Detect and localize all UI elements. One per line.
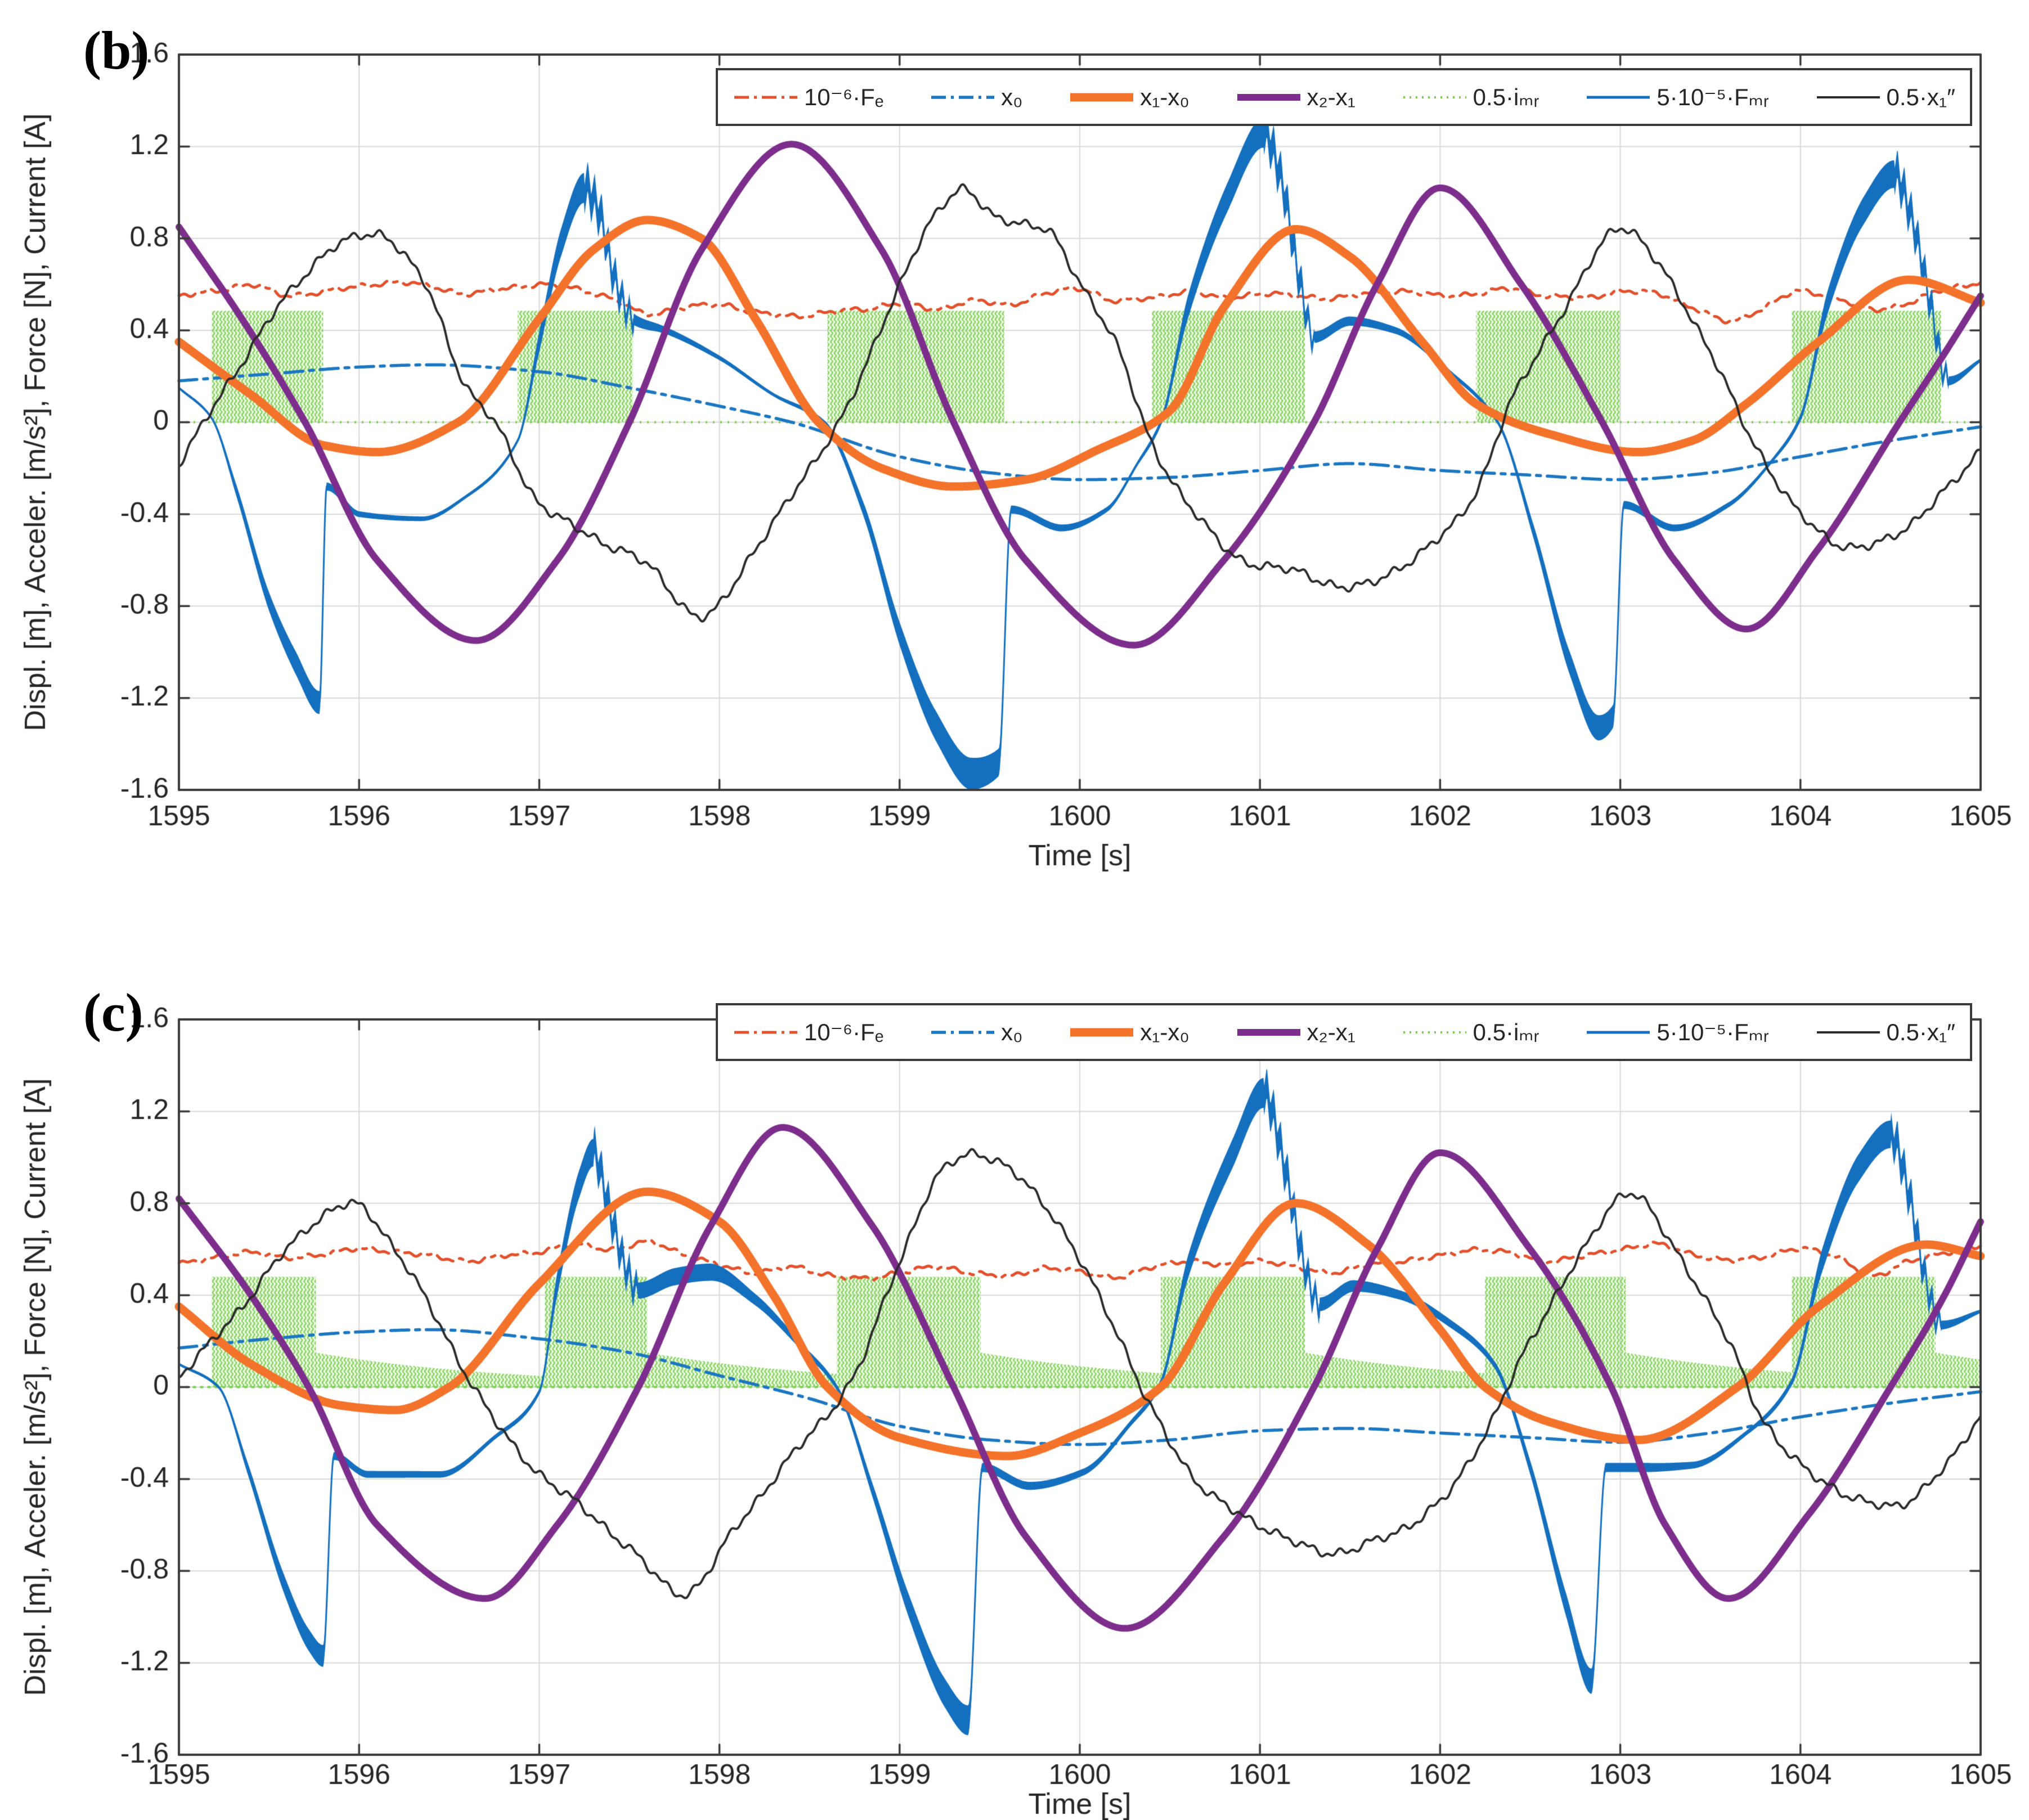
legend-line-sample (931, 1030, 995, 1034)
panel-label-c: (c) (83, 982, 143, 1042)
legend-item: x₀ (930, 83, 1023, 111)
legend-item: 0.5·iₘᵣ (1402, 83, 1539, 111)
legend-line-sample (734, 96, 797, 98)
legend-item-label: 0.5·x₁″ (1886, 83, 1955, 110)
legend-item-label: 10⁻⁶·Fₑ (804, 1019, 884, 1045)
legend-item: 5·10⁻⁵·Fₘᵣ (1585, 83, 1769, 111)
legend-line-sample (1587, 1031, 1650, 1033)
legend-b: 10⁻⁶·Fₑ x₀ x₁-x₀ x₂-x₁ 0.5·iₘᵣ 5·10⁻⁵·Fₘᵣ 0.5·… (716, 68, 1972, 126)
legend-item: x₁-x₀ (1069, 1019, 1189, 1046)
legend-line-sample (931, 95, 995, 99)
legend-line-sample (1070, 93, 1134, 101)
legend-item: 5·10⁻⁵·Fₘᵣ (1585, 1018, 1769, 1046)
legend-item: 10⁻⁶·Fₑ (733, 1018, 883, 1046)
legend-item: 10⁻⁶·Fₑ (733, 83, 883, 111)
legend-item: x₂-x₁ (1236, 1019, 1355, 1046)
legend-item: x₂-x₁ (1236, 84, 1355, 111)
legend-item-label: 5·10⁻⁵·Fₘᵣ (1657, 84, 1769, 110)
legend-item-label: 0.5·x₁″ (1886, 1018, 1955, 1045)
legend-line-sample (1587, 96, 1650, 98)
legend-line-sample (1403, 1031, 1466, 1033)
legend-line-sample (1816, 96, 1880, 98)
legend-item: x₁-x₀ (1069, 84, 1189, 111)
legend-item: 0.5·x₁″ (1815, 1019, 1955, 1046)
legend-item-label: x₀ (1001, 83, 1023, 110)
legend-item: x₀ (930, 1018, 1023, 1046)
legend-item-label: 0.5·iₘᵣ (1473, 1019, 1539, 1045)
legend-item-label: 10⁻⁶·Fₑ (804, 84, 884, 110)
legend-item: 0.5·iₘᵣ (1402, 1018, 1539, 1046)
legend-item-label: x₁-x₀ (1140, 1018, 1189, 1045)
legend-line-sample (1237, 1028, 1300, 1036)
legend-item-label: x₂-x₁ (1307, 83, 1355, 110)
panel-label-b: (b) (83, 20, 150, 80)
legend-line-sample (1070, 1028, 1134, 1036)
legend-line-sample (1816, 1031, 1880, 1033)
legend-item-label: x₂-x₁ (1307, 1018, 1355, 1045)
legend-line-sample (1403, 96, 1466, 98)
legend-item-label: x₀ (1001, 1018, 1023, 1045)
legend-item: 0.5·x₁″ (1815, 84, 1955, 111)
legend-item-label: 0.5·iₘᵣ (1473, 84, 1539, 110)
legend-item-label: 5·10⁻⁵·Fₘᵣ (1657, 1019, 1769, 1045)
legend-c: 10⁻⁶·Fₑ x₀ x₁-x₀ x₂-x₁ 0.5·iₘᵣ 5·10⁻⁵·Fₘᵣ 0.5·… (716, 1003, 1972, 1061)
legend-line-sample (1237, 93, 1300, 101)
legend-line-sample (734, 1031, 797, 1033)
legend-item-label: x₁-x₀ (1140, 83, 1189, 110)
